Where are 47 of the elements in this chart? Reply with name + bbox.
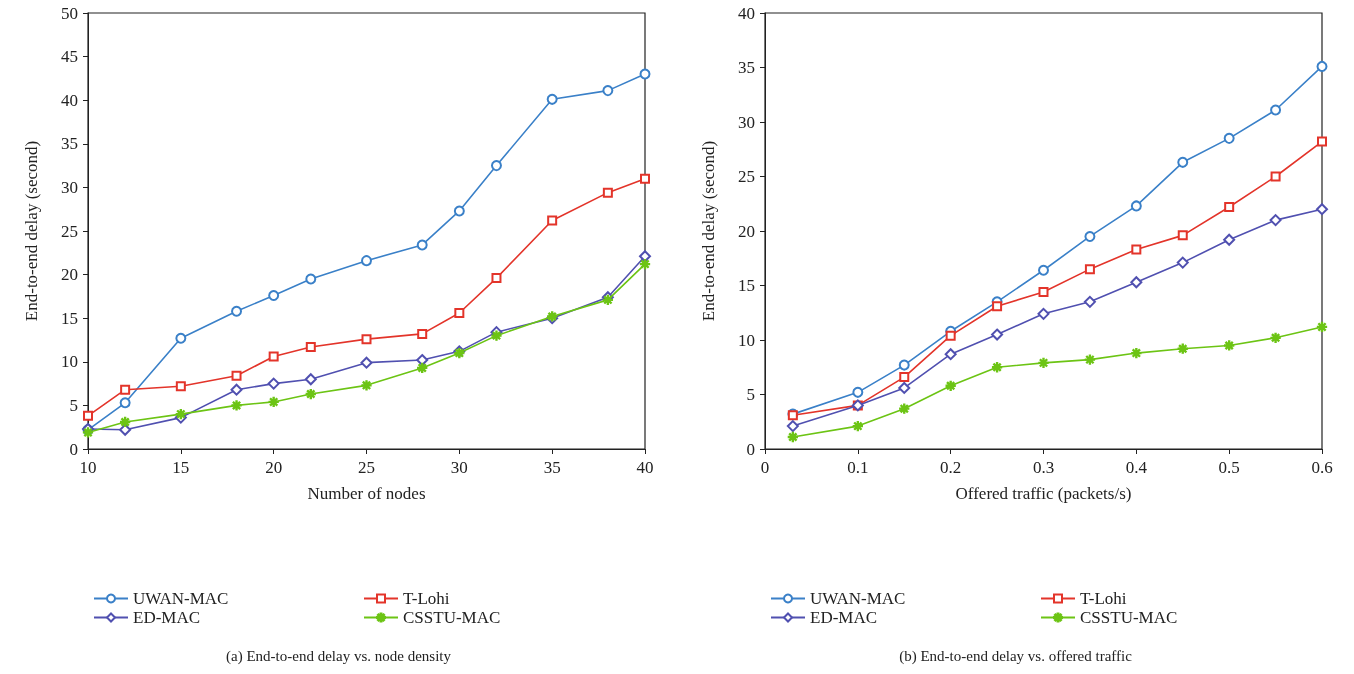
y-tick-label: 5: [746, 385, 755, 404]
y-tick-label: 20: [61, 265, 78, 285]
text: (b) End-to-end delay vs. offered traffic: [899, 647, 1133, 665]
legend-label: UWAN-MAC: [133, 589, 229, 608]
x-tick-label: 30: [450, 458, 468, 477]
y-tick-label: 50: [61, 3, 78, 23]
y-tick-label: 0: [746, 439, 755, 459]
x-tick-label: 25: [358, 458, 375, 477]
y-tick-label: 30: [738, 112, 755, 132]
x-tick-label: 0.4: [1125, 458, 1148, 477]
x-tick-label: 0.1: [847, 458, 869, 477]
legend-label: CSSTU-MAC: [403, 608, 501, 627]
x-axis-title: Number of nodes: [307, 484, 426, 503]
y-axis-title: End-to-end delay (second): [22, 140, 41, 322]
y-tick-label: 25: [738, 167, 755, 186]
legend-label: CSSTU-MAC: [1080, 608, 1178, 627]
y-axis-title: End-to-end delay (second): [699, 140, 718, 322]
x-tick-label: 0: [760, 458, 770, 477]
x-tick-label: 15: [172, 458, 190, 477]
x-tick-label: 0.5: [1218, 458, 1240, 477]
y-tick-label: 45: [61, 47, 78, 67]
legend-label: ED-MAC: [133, 608, 201, 627]
y-tick-label: 35: [61, 134, 78, 154]
x-tick-label: 0.3: [1032, 458, 1055, 477]
y-tick-label: 20: [738, 221, 755, 241]
y-tick-label: 0: [69, 439, 78, 459]
legend-label: T-Lohi: [403, 589, 450, 608]
y-tick-label: 40: [61, 90, 78, 110]
x-tick-label: 0.6: [1311, 458, 1333, 477]
x-tick-label: 40: [636, 458, 654, 477]
y-tick-label: 25: [61, 221, 78, 241]
legend-label: UWAN-MAC: [810, 589, 906, 608]
y-tick-label: 5: [69, 395, 78, 415]
y-tick-label: 15: [61, 308, 78, 328]
y-tick-label: 15: [738, 276, 755, 295]
legend-label: ED-MAC: [810, 608, 878, 627]
y-tick-label: 40: [738, 3, 755, 23]
legend-label: T-Lohi: [1080, 589, 1127, 608]
y-tick-label: 35: [738, 58, 755, 77]
y-tick-label: 30: [61, 177, 78, 197]
y-tick-label: 10: [738, 330, 755, 350]
text: (a) End-to-end delay vs. node density: [226, 647, 452, 665]
x-axis-title: Offered traffic (packets/s): [955, 484, 1132, 503]
x-tick-label: 35: [543, 458, 561, 477]
y-tick-label: 10: [61, 352, 78, 372]
x-tick-label: 20: [265, 458, 283, 477]
x-tick-label: 0.2: [940, 458, 962, 477]
